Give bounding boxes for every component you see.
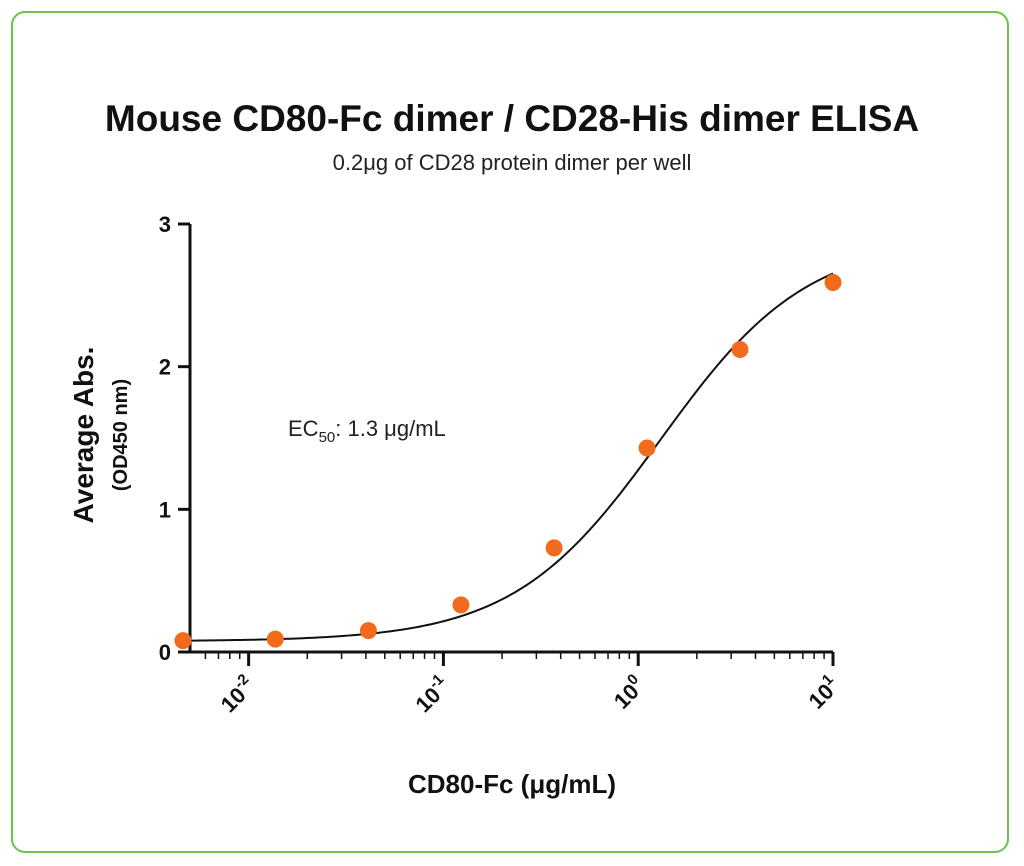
x-tick-label-group: 100	[607, 671, 650, 714]
data-point	[266, 630, 284, 648]
y-axis-label: Average Abs.	[68, 347, 99, 524]
x-tick-label: 10-1	[408, 671, 455, 718]
data-point	[452, 596, 470, 614]
x-axis-label: CD80-Fc (μg/mL)	[408, 769, 616, 799]
x-tick-label-group: 10-2	[214, 671, 261, 718]
data-points	[174, 273, 842, 650]
y-tick-label: 3	[159, 212, 171, 237]
y-axis-sublabel: (OD450 nm)	[110, 379, 132, 491]
x-tick-label: 101	[802, 671, 845, 714]
y-axis-label-group: Average Abs. (OD450 nm)	[68, 347, 132, 524]
data-point	[545, 539, 563, 557]
x-tick-label-group: 10-1	[408, 671, 455, 718]
ec50-prefix: EC	[288, 416, 319, 441]
data-point	[359, 622, 377, 640]
ec50-subscript: 50	[319, 429, 336, 446]
chart-subtitle: 0.2μg of CD28 protein dimer per well	[332, 150, 692, 175]
x-tick-label: 100	[607, 671, 650, 714]
data-point	[731, 341, 749, 359]
x-tick-label-group: 101	[802, 671, 845, 714]
card-frame	[11, 11, 1009, 853]
data-point	[638, 439, 656, 457]
y-tick-label: 2	[159, 355, 171, 380]
data-point	[824, 273, 842, 291]
chart-title: Mouse CD80-Fc dimer / CD28-His dimer ELI…	[104, 98, 920, 139]
y-tick-label: 1	[159, 497, 171, 522]
ec50-annotation: EC50: 1.3 μg/mL	[288, 416, 446, 446]
ec50-value: : 1.3 μg/mL	[335, 416, 446, 441]
fit-curve	[182, 272, 834, 642]
axes: 0 1 2 3 10-2 10-1 100 101	[159, 212, 845, 718]
y-tick-label: 0	[159, 640, 171, 665]
data-point	[174, 632, 192, 650]
x-tick-label: 10-2	[214, 671, 261, 718]
